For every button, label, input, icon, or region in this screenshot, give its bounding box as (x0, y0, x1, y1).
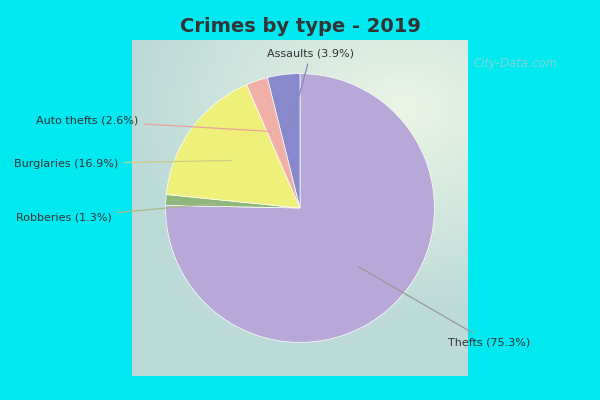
Text: Burglaries (16.9%): Burglaries (16.9%) (14, 159, 232, 169)
Text: Auto thefts (2.6%): Auto thefts (2.6%) (37, 116, 271, 132)
Text: City-Data.com: City-Data.com (474, 58, 558, 70)
Text: Robberies (1.3%): Robberies (1.3%) (16, 204, 217, 222)
Wedge shape (166, 85, 300, 208)
Text: Crimes by type - 2019: Crimes by type - 2019 (179, 16, 421, 36)
Wedge shape (166, 194, 300, 208)
Text: Thefts (75.3%): Thefts (75.3%) (359, 267, 530, 347)
Text: Assaults (3.9%): Assaults (3.9%) (267, 48, 354, 125)
Wedge shape (268, 74, 300, 208)
Wedge shape (166, 74, 434, 342)
Wedge shape (247, 78, 300, 208)
